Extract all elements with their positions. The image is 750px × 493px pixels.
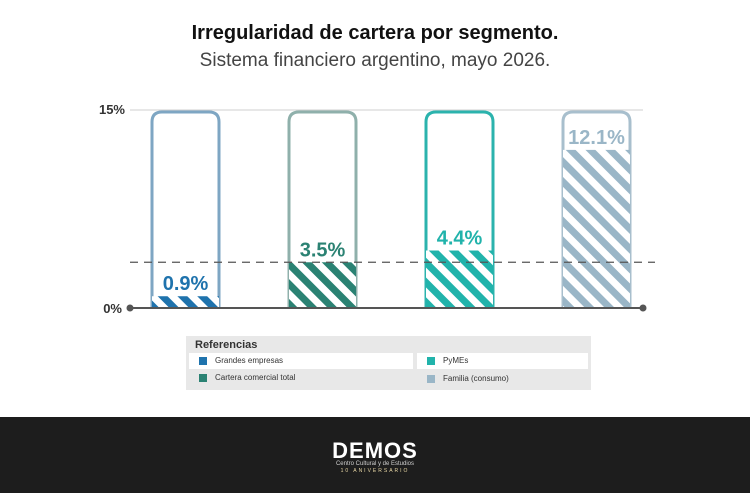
axis-start-dot — [126, 304, 134, 312]
bar-outline — [424, 110, 495, 308]
legend-label: Familia (consumo) — [443, 374, 509, 383]
y-tick-label: 15% — [99, 102, 125, 117]
data-label: 4.4% — [437, 228, 483, 250]
legend-swatch — [199, 374, 207, 382]
demos-logo: DEMOS — [332, 438, 418, 463]
logo-anniversary: 10 ANIVERSARIO — [340, 468, 410, 474]
legend-label: Grandes empresas — [215, 356, 284, 365]
footer: DEMOS Centro Cultural y de Estudios 10 A… — [0, 417, 750, 493]
chart-title: Irregularidad de cartera por segmento. — [191, 22, 559, 44]
bar — [426, 250, 493, 308]
bar-outline — [561, 110, 632, 308]
legend-title: Referencias — [195, 339, 258, 351]
legend-label: PyMEs — [443, 356, 469, 365]
legend: Referencias Grandes empresas PyMEs Carte… — [186, 336, 591, 390]
legend-item-pymes: PyMEs — [417, 353, 588, 369]
logo-tagline: Centro Cultural y de Estudios — [335, 461, 415, 467]
legend-label: Cartera comercial total — [215, 373, 296, 382]
legend-item-cartera-comercial-total: Cartera comercial total — [189, 370, 413, 386]
legend-swatch — [199, 357, 207, 365]
y-tick-label: 0% — [103, 301, 122, 316]
bar — [289, 262, 356, 308]
data-label: 0.9% — [163, 273, 209, 295]
bar — [152, 296, 219, 308]
legend-item-familia-consumo: Familia (consumo) — [417, 371, 588, 387]
bar — [563, 149, 630, 308]
chart-subtitle: Sistema financiero argentino, mayo 2026. — [199, 50, 551, 71]
bar-chart: 0.9% 3.5% 4.4% 12.1% 0% 15% — [99, 102, 655, 316]
bar-group: 3.5% — [287, 110, 358, 308]
bar-group: 4.4% — [424, 110, 495, 308]
bar-group: 12.1% — [561, 110, 632, 308]
bar-group: 0.9% — [150, 110, 221, 308]
bar-outline — [150, 110, 221, 308]
legend-swatch — [427, 375, 435, 383]
data-label: 3.5% — [300, 239, 346, 261]
data-label: 12.1% — [568, 127, 625, 149]
legend-item-grandes-empresas: Grandes empresas — [189, 353, 413, 369]
legend-swatch — [427, 357, 435, 365]
axis-end-dot — [639, 304, 647, 312]
bar-outline — [287, 110, 358, 308]
